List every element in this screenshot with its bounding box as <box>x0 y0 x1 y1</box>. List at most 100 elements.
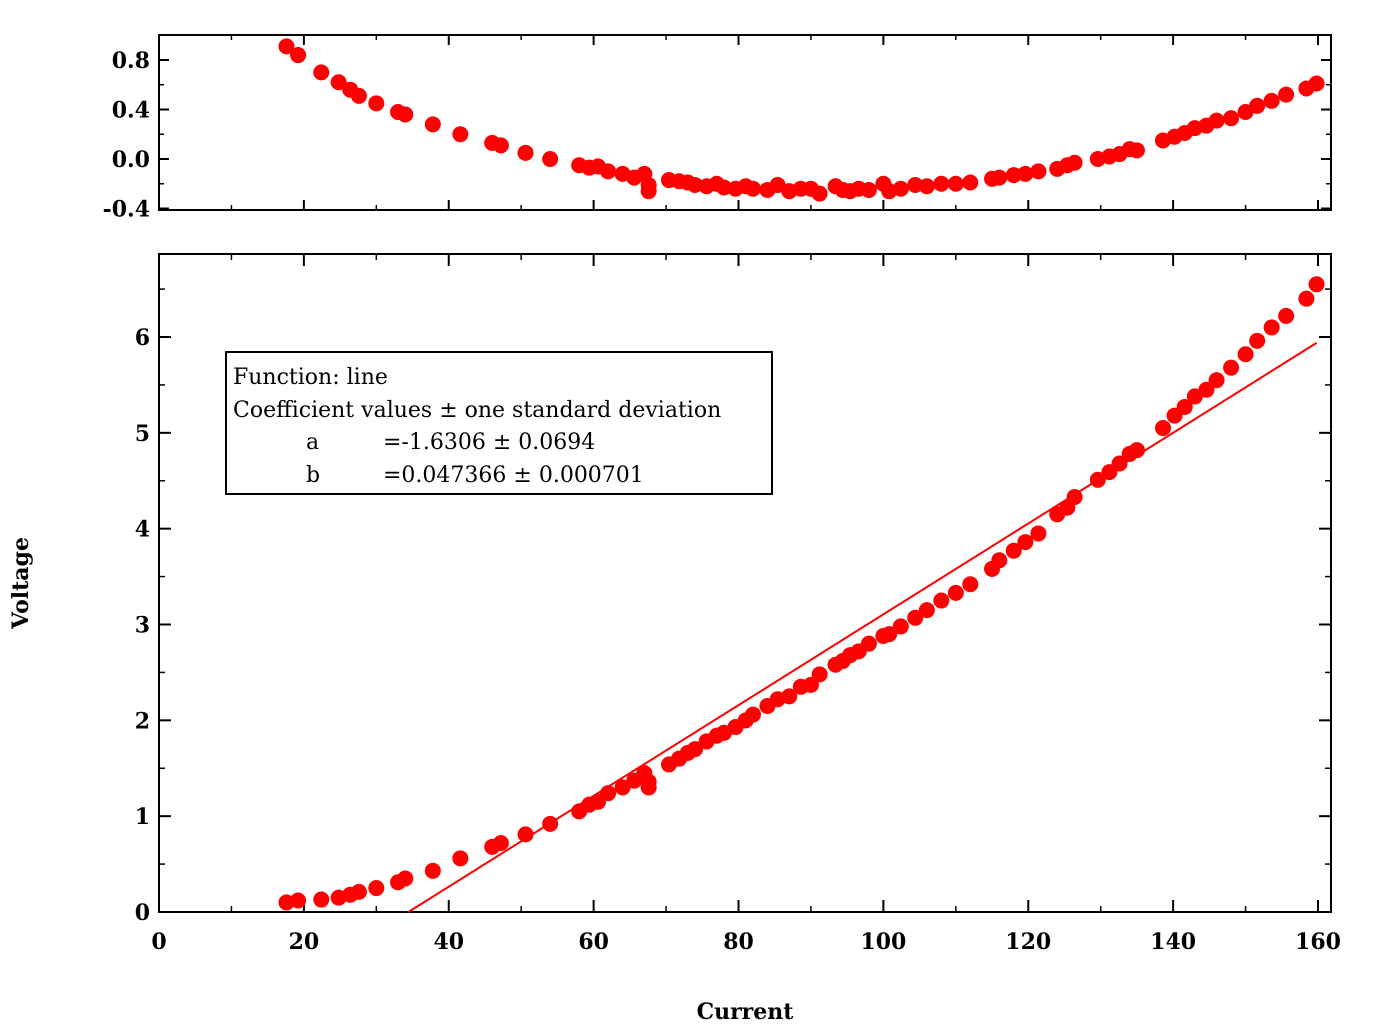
residuals-y-tick-label: 0.8 <box>112 48 150 74</box>
main-data-point <box>811 666 828 683</box>
main-data-point <box>1223 359 1240 376</box>
main-data-point <box>744 706 761 723</box>
main-data-point <box>1154 420 1171 437</box>
residual-data-point <box>892 180 909 197</box>
residual-data-point <box>991 169 1008 186</box>
main-data-point <box>492 835 509 851</box>
residual-data-point <box>1030 163 1047 180</box>
residual-data-point <box>290 47 307 64</box>
main-data-point <box>802 676 819 693</box>
residual-data-point <box>368 95 385 112</box>
residual-data-point <box>397 106 414 123</box>
main-ticks: 0 20 40 60 80 100 120 140 160 0 1 2 3 4 5 6 <box>135 254 1341 955</box>
legend-box <box>225 351 773 495</box>
main-data-point <box>614 779 631 796</box>
main-y-tick-label: 2 <box>135 708 150 734</box>
main-data-point <box>1298 290 1315 307</box>
main-y-tick-label: 6 <box>135 325 150 351</box>
residual-data-point <box>811 185 828 202</box>
legend-coefficient-b-name: b <box>306 463 320 488</box>
main-data-point <box>1186 388 1203 405</box>
main-data-point <box>517 826 534 843</box>
residual-data-point <box>1223 110 1240 127</box>
residuals-panel: 0.8 0.4 0.0 -0.4 <box>103 34 1332 223</box>
main-data-point <box>1249 332 1266 349</box>
main-y-tick-label: 4 <box>135 517 150 543</box>
main-x-tick-label: 20 <box>289 929 320 955</box>
main-y-tick-label: 5 <box>135 421 150 447</box>
residual-data-point <box>517 144 534 161</box>
residuals-ticks: 0.8 0.4 0.0 -0.4 <box>103 35 1331 223</box>
residual-data-point <box>1017 165 1034 182</box>
main-data-point <box>313 891 330 908</box>
residual-data-point <box>1308 75 1325 92</box>
main-data-point <box>350 883 367 900</box>
main-data-point <box>1176 398 1193 415</box>
x-axis-title: Current <box>697 999 795 1025</box>
residual-data-point <box>452 126 469 143</box>
main-data-point <box>1089 471 1106 488</box>
main-data-point <box>1017 534 1034 551</box>
main-data-point <box>290 892 307 909</box>
main-y-tick-label: 3 <box>135 613 150 639</box>
residual-data-point <box>1128 142 1145 159</box>
main-data-point <box>397 870 414 887</box>
main-data-point <box>368 880 385 897</box>
main-data-point <box>962 576 979 593</box>
residual-data-point <box>962 174 979 191</box>
main-data-point <box>1128 442 1145 459</box>
main-data-point <box>1111 455 1128 472</box>
residuals-plot-frame <box>158 34 1332 211</box>
main-points <box>278 276 1325 911</box>
main-x-tick-label: 140 <box>1150 929 1196 955</box>
residual-data-point <box>1278 86 1295 103</box>
residuals-points <box>278 38 1325 202</box>
main-data-point <box>452 850 469 867</box>
main-data-point <box>1198 381 1215 398</box>
main-data-point <box>424 862 441 879</box>
main-plot-frame <box>158 253 1332 913</box>
residual-data-point <box>278 38 295 55</box>
residuals-y-tick-label: 0.0 <box>112 147 150 173</box>
residual-data-point <box>1249 97 1266 114</box>
residual-data-point <box>1066 154 1083 171</box>
main-data-point <box>1263 319 1280 336</box>
fit-results-legend: Function: line Coefficient values ± one … <box>225 351 773 495</box>
main-x-tick-label: 40 <box>433 929 464 955</box>
residual-data-point <box>918 178 935 195</box>
residual-data-point <box>860 181 877 198</box>
residual-data-point <box>492 137 509 154</box>
residual-data-point <box>744 180 761 197</box>
main-data-point <box>542 815 559 832</box>
main-x-tick-label: 60 <box>578 929 609 955</box>
main-data-point <box>600 785 617 802</box>
main-data-point <box>1208 372 1225 389</box>
residual-data-point <box>330 74 347 91</box>
main-x-tick-label: 80 <box>723 929 754 955</box>
y-axis-title: Voltage <box>8 537 34 630</box>
residual-data-point <box>600 163 617 180</box>
residual-data-point <box>542 151 559 167</box>
main-data-point <box>781 688 798 705</box>
main-y-tick-label: 0 <box>135 900 150 926</box>
main-data-point <box>687 741 704 758</box>
residuals-y-tick-label: 0.4 <box>112 98 150 124</box>
residual-data-point <box>1208 112 1225 129</box>
main-x-tick-label: 0 <box>151 929 166 955</box>
main-data-point <box>933 592 950 609</box>
residual-data-point <box>687 176 704 193</box>
main-data-point <box>1005 542 1022 559</box>
fit-line <box>407 342 1318 913</box>
legend-coefficient-a-value: =-1.6306 ± 0.0694 <box>383 430 595 455</box>
main-data-point <box>1237 346 1254 363</box>
main-data-point <box>991 552 1008 569</box>
main-data-point <box>881 626 898 643</box>
legend-coefficient-a-name: a <box>306 430 319 455</box>
residual-data-point <box>947 175 964 192</box>
main-data-point <box>907 609 924 626</box>
residual-data-point <box>424 116 441 133</box>
residual-data-point <box>907 176 924 193</box>
legend-coefficient-b-value: =0.047366 ± 0.000701 <box>383 463 644 488</box>
main-data-point <box>947 584 964 601</box>
main-x-tick-label: 100 <box>860 929 906 955</box>
